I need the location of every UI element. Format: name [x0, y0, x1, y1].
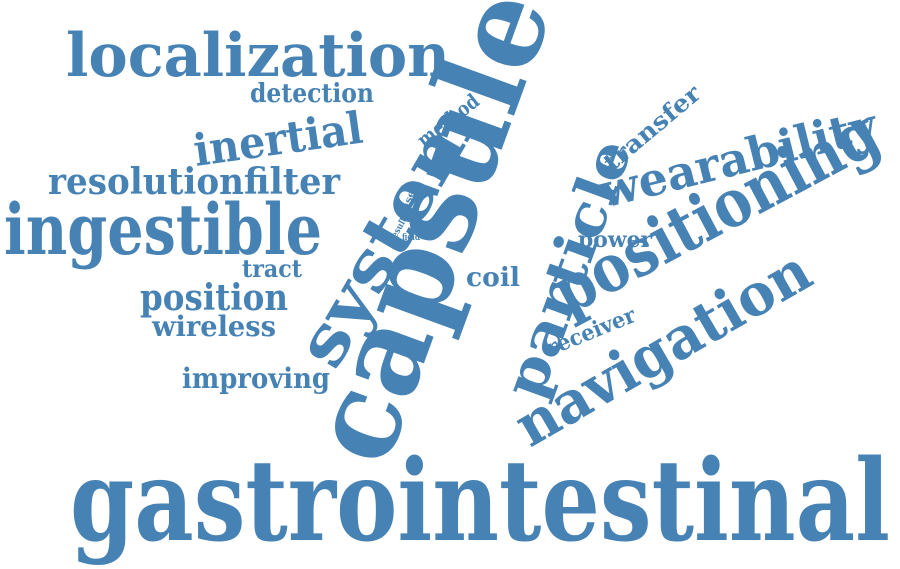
word-localization: localization	[66, 21, 450, 91]
word-wireless: wireless	[151, 310, 276, 343]
word-filter: filter	[244, 161, 341, 203]
word-coil: coil	[466, 263, 520, 293]
word-field: field	[402, 233, 421, 243]
word-gastrointestinal: gastrointestinal	[70, 436, 890, 567]
word-position: position	[140, 277, 288, 319]
word-ingestible: ingestible	[4, 188, 322, 271]
word-power: power	[578, 227, 652, 253]
word-tract: tract	[242, 254, 302, 283]
word-improving: improving	[182, 362, 330, 395]
word-detection: detection	[250, 79, 374, 109]
word-resolution: resolution	[48, 161, 244, 203]
